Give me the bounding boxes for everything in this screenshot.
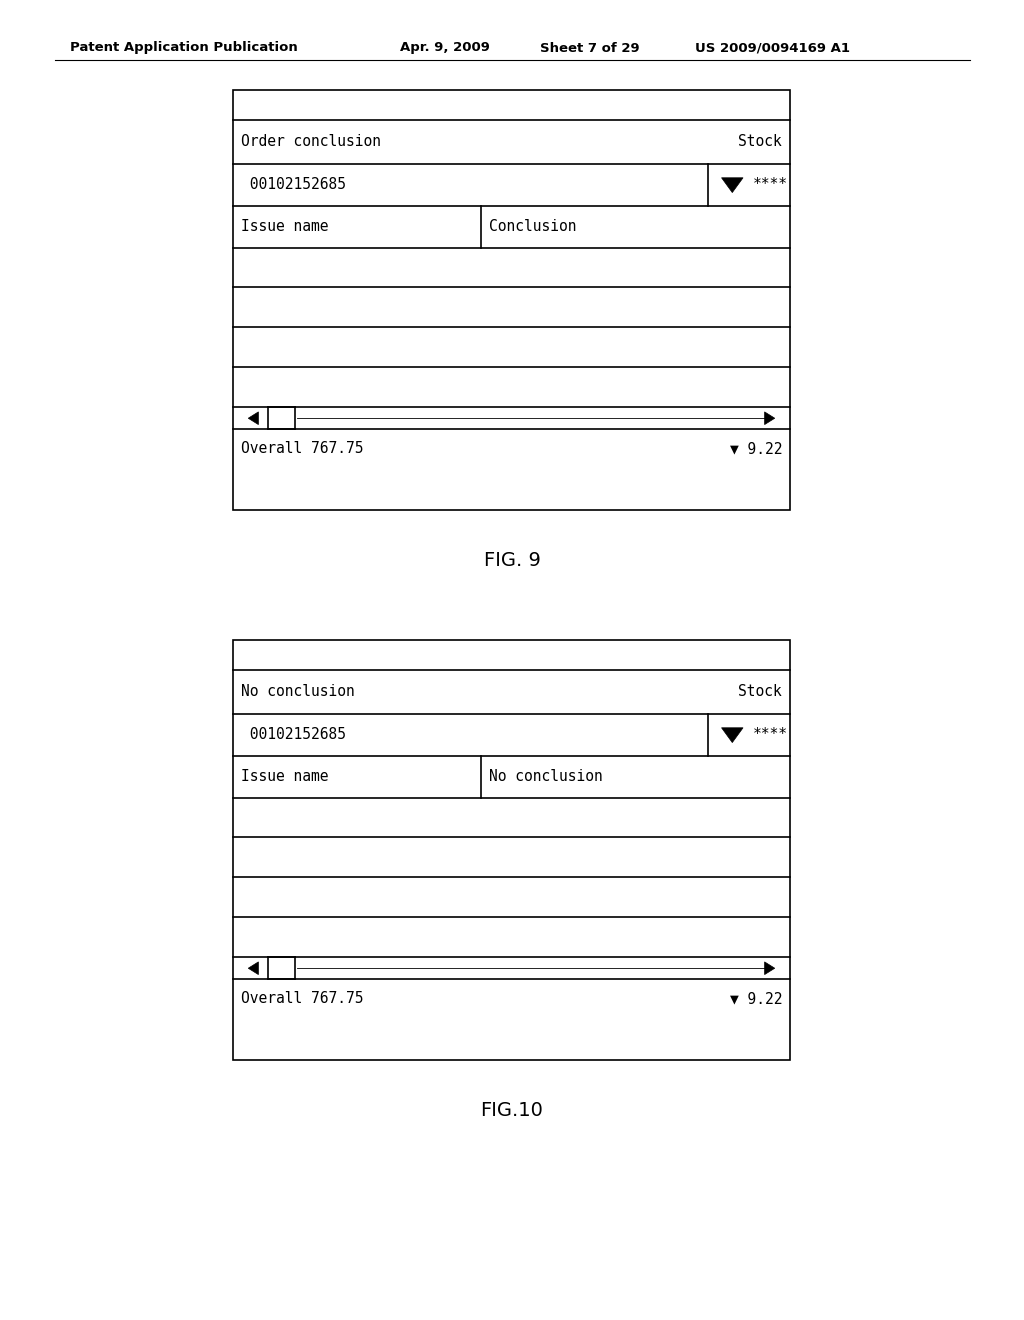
Text: No conclusion: No conclusion — [241, 684, 354, 700]
Text: ****: **** — [753, 727, 787, 742]
Text: 00102152685: 00102152685 — [241, 727, 346, 742]
Text: Order conclusion: Order conclusion — [241, 135, 381, 149]
Bar — [233, 90, 790, 510]
Bar — [233, 640, 790, 1060]
Text: FIG.10: FIG.10 — [480, 1101, 544, 1119]
Text: Overall 767.75: Overall 767.75 — [241, 441, 364, 457]
Text: No conclusion: No conclusion — [488, 770, 602, 784]
Polygon shape — [248, 962, 258, 974]
Text: Patent Application Publication: Patent Application Publication — [70, 41, 298, 54]
Text: Issue name: Issue name — [241, 219, 329, 234]
Polygon shape — [722, 727, 743, 743]
Text: ▼ 9.22: ▼ 9.22 — [729, 441, 782, 457]
Text: FIG. 9: FIG. 9 — [483, 550, 541, 569]
Text: Overall 767.75: Overall 767.75 — [241, 991, 364, 1006]
Text: Sheet 7 of 29: Sheet 7 of 29 — [540, 41, 640, 54]
Text: ▼ 9.22: ▼ 9.22 — [729, 991, 782, 1006]
Text: Conclusion: Conclusion — [488, 219, 577, 234]
Text: 00102152685: 00102152685 — [241, 177, 346, 191]
Text: Stock: Stock — [738, 684, 782, 700]
Text: Stock: Stock — [738, 135, 782, 149]
Text: Issue name: Issue name — [241, 770, 329, 784]
Polygon shape — [722, 178, 743, 193]
Polygon shape — [248, 412, 258, 425]
Polygon shape — [765, 962, 775, 974]
Text: ****: **** — [753, 177, 787, 191]
Text: US 2009/0094169 A1: US 2009/0094169 A1 — [695, 41, 850, 54]
Polygon shape — [765, 412, 775, 425]
Text: Apr. 9, 2009: Apr. 9, 2009 — [400, 41, 489, 54]
